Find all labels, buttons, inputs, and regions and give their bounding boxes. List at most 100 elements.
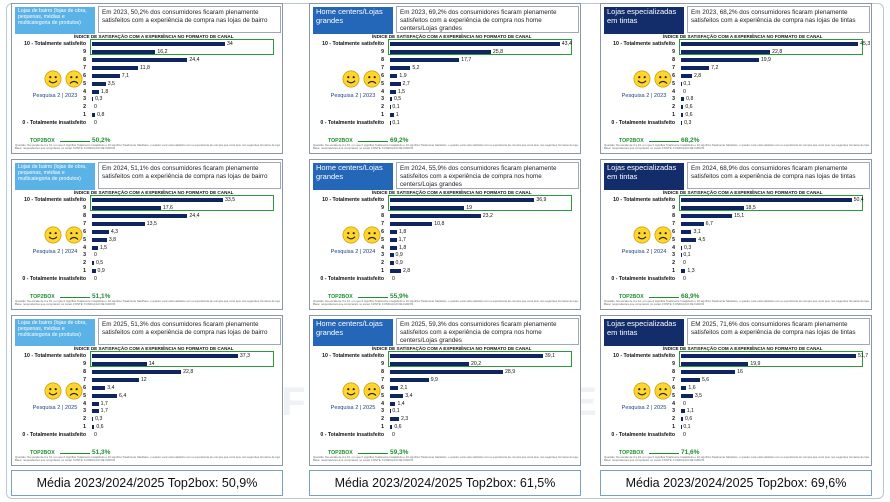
value-label: 22,8 [772, 49, 783, 55]
value-label: 0 [683, 260, 686, 266]
value-label: 6,7 [705, 221, 713, 227]
happy-face-icon [633, 70, 651, 88]
survey-label: Pesquisa 2 | 2025 [330, 405, 376, 411]
top2box-line [649, 297, 679, 298]
category-label: 3 [83, 408, 86, 414]
chart-panel: Lojas de bairro (lojas de obra, pequenas… [11, 315, 283, 466]
chart-title: ÍNDICE DE SATISFAÇÃO COM A EXPERIÊNCIA N… [663, 346, 823, 351]
value-label: 17,7 [461, 57, 472, 63]
happy-face-icon [342, 226, 360, 244]
value-label: 19,9 [750, 361, 761, 367]
bar [92, 213, 188, 218]
category-label: 2 [83, 260, 86, 266]
category-label: 3 [672, 408, 675, 414]
bar [681, 120, 683, 125]
category-label: 3 [672, 252, 675, 258]
bar [92, 393, 118, 398]
panel-headline: Em 2024, 68,9% dos consumidores ficaram … [687, 162, 870, 189]
value-label: 2,1 [400, 385, 408, 391]
chart-panel: Lojas de bairro (lojas de obra, pequenas… [11, 3, 283, 154]
bar [681, 369, 736, 374]
category-label: 9 [672, 361, 675, 367]
panel-headline: EM 2025, 71,6% dos consumidores ficaram … [687, 318, 870, 345]
value-label: 0,3 [95, 416, 103, 422]
bar [92, 424, 95, 429]
value-label: 3,8 [108, 237, 117, 243]
category-label: 7 [83, 65, 86, 71]
top2box-value: 59,3% [390, 449, 409, 456]
category-label: 6 [381, 385, 384, 391]
value-label: 36,9 [536, 197, 547, 203]
value-label: 0 [683, 276, 686, 282]
bar [681, 104, 684, 109]
channel-badge: Home centers/Lojas grandes [313, 7, 393, 34]
value-label: 2,7 [402, 81, 410, 87]
survey-label: Pesquisa 2 | 2024 [621, 249, 667, 255]
bar [390, 120, 391, 125]
footnote: Questão: Na escala de 0 a 10, em que 0 s… [15, 144, 281, 151]
top2box-line [60, 453, 90, 454]
top2box-line [649, 453, 679, 454]
category-label: 0 - Totalmente insatisfeito [22, 276, 86, 282]
value-label: 10,8 [434, 221, 445, 227]
value-label: 0 [683, 432, 686, 438]
bar [390, 424, 393, 429]
category-label: 6 [83, 385, 86, 391]
category-label: 6 [83, 229, 86, 235]
footnote: Questão: Na escala de 0 a 10, em que 0 s… [313, 456, 579, 463]
value-label: 18,5 [745, 205, 756, 211]
value-label: 0,1 [392, 408, 400, 414]
satisfaction-faces [631, 70, 675, 90]
value-label: 14 [148, 361, 155, 367]
channel-badge: Lojas de bairro (lojas de obra, pequenas… [15, 163, 95, 190]
category-label: 2 [381, 416, 384, 422]
category-label: 9 [83, 361, 86, 367]
bar [390, 213, 481, 218]
sad-face-icon [654, 226, 672, 244]
category-label: 4 [381, 245, 384, 251]
value-label: 51,7 [857, 353, 869, 359]
bar [390, 237, 397, 242]
category-label: 5 [381, 81, 384, 87]
value-label: 24,4 [189, 213, 200, 219]
top2box-line [649, 141, 679, 142]
category-label: 10 - Totalmente satisfeito [322, 41, 384, 47]
bar [92, 96, 94, 101]
category-label: 0 - Totalmente insatisfeito [320, 120, 384, 126]
top2box-label: TOP2BOX [30, 450, 55, 456]
channel-badge: Lojas especializadas em tintas [604, 319, 684, 346]
bar [390, 353, 543, 358]
value-label: 0,1 [683, 81, 691, 87]
value-label: 2,8 [402, 268, 411, 274]
category-label: 4 [672, 245, 675, 251]
category-label: 7 [672, 377, 675, 383]
bar [92, 401, 99, 406]
satisfaction-faces [631, 226, 675, 246]
category-label: 7 [381, 65, 384, 71]
happy-face-icon [342, 70, 360, 88]
top2box-value: 50,2% [92, 137, 111, 144]
bar [92, 81, 106, 86]
value-label: 0,9 [395, 260, 403, 266]
value-label: 45,3 [860, 41, 871, 47]
value-label: 28,9 [505, 369, 516, 375]
top2box-highlight-box [388, 39, 572, 55]
category-label: 0 - Totalmente insatisfeito [320, 432, 384, 438]
bar [390, 73, 398, 78]
bar [681, 377, 700, 382]
value-label: 1,8 [399, 245, 407, 251]
bar [92, 41, 225, 46]
value-label: 0,1 [392, 120, 400, 126]
value-label: 0,6 [685, 112, 693, 118]
bar [92, 268, 96, 273]
value-label: 0,1 [683, 424, 691, 430]
value-label: 22,8 [183, 369, 194, 375]
top2box-highlight-box [679, 195, 863, 211]
value-label: 3,4 [107, 385, 115, 391]
happy-face-icon [633, 226, 651, 244]
satisfaction-faces [42, 382, 86, 402]
category-label: 5 [83, 81, 86, 87]
value-label: 0,6 [685, 104, 693, 110]
value-label: 1,5 [99, 245, 108, 251]
category-label: 9 [83, 205, 86, 211]
